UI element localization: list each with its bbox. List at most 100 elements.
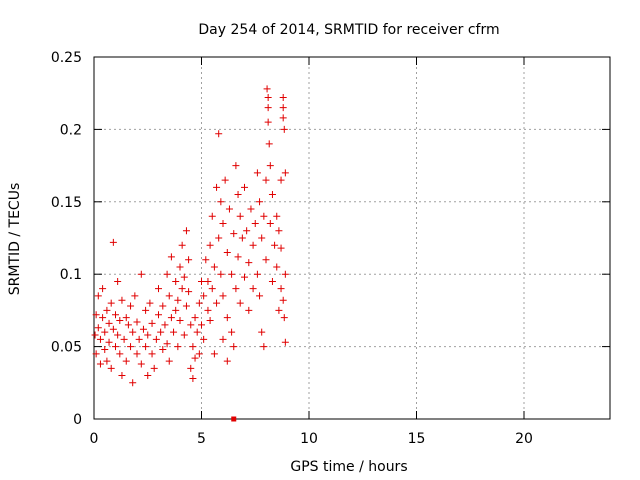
data-point	[172, 277, 180, 285]
data-point	[275, 306, 283, 314]
data-point	[273, 263, 281, 271]
data-point	[234, 191, 242, 199]
data-point	[228, 328, 236, 336]
data-point	[105, 338, 113, 346]
data-point	[247, 205, 255, 213]
data-point	[137, 360, 145, 368]
data-point	[236, 299, 244, 307]
data-point	[155, 285, 162, 293]
data-point	[167, 253, 175, 261]
data-point	[178, 285, 186, 293]
data-point	[187, 321, 195, 329]
data-point	[124, 321, 132, 329]
data-point	[204, 306, 212, 314]
data-point	[281, 270, 289, 278]
data-point	[206, 317, 214, 325]
data-point	[219, 335, 227, 343]
data-point	[176, 263, 184, 271]
data-point	[232, 162, 240, 170]
data-point	[187, 364, 195, 372]
data-point	[103, 306, 111, 314]
data-point	[195, 350, 203, 358]
data-point	[208, 212, 216, 220]
data-point	[264, 104, 272, 112]
data-point	[234, 253, 242, 261]
data-point	[114, 331, 122, 339]
data-point	[198, 321, 205, 329]
data-point	[230, 230, 238, 238]
data-point	[174, 296, 182, 304]
data-point	[122, 314, 130, 322]
data-point	[112, 311, 119, 319]
data-point	[165, 357, 173, 365]
data-point	[195, 299, 203, 307]
data-point	[275, 227, 283, 235]
data-point	[127, 343, 135, 351]
data-point	[206, 241, 214, 249]
y-tick-label: 0.1	[60, 267, 82, 283]
data-point	[256, 292, 264, 300]
data-point	[182, 227, 190, 235]
data-point	[174, 343, 182, 351]
y-tick-label: 0.05	[51, 340, 82, 356]
data-point	[266, 220, 274, 228]
data-point	[135, 335, 143, 343]
x-tick-label: 10	[300, 431, 318, 447]
data-point	[92, 350, 100, 358]
data-point	[122, 357, 130, 365]
data-point	[280, 314, 288, 322]
data-point	[172, 306, 180, 314]
data-point	[118, 296, 126, 304]
data-point	[107, 364, 115, 372]
data-point	[200, 335, 208, 343]
x-tick-label: 0	[90, 431, 99, 447]
data-point	[96, 335, 104, 343]
y-tick-label: 0.15	[51, 195, 82, 211]
data-point	[157, 328, 165, 336]
data-point	[114, 277, 122, 285]
data-point	[249, 241, 257, 249]
data-point	[268, 277, 276, 285]
data-point	[217, 270, 225, 278]
data-point	[96, 360, 104, 368]
data-point	[198, 277, 205, 285]
data-point	[238, 234, 246, 242]
data-point	[241, 183, 248, 191]
data-point	[99, 314, 107, 322]
chart-title: Day 254 of 2014, SRMTID for receiver cfr…	[198, 22, 499, 38]
data-point	[258, 328, 266, 336]
data-point	[178, 241, 186, 249]
data-point	[253, 169, 261, 177]
data-point	[109, 238, 117, 246]
data-point	[105, 319, 113, 327]
data-point	[185, 256, 193, 264]
data-point	[249, 285, 257, 293]
data-point	[258, 234, 266, 242]
data-point	[182, 302, 190, 310]
data-point	[273, 212, 281, 220]
data-point	[103, 357, 111, 365]
data-point	[101, 345, 109, 353]
data-point	[109, 325, 117, 333]
data-point	[230, 343, 238, 351]
plot-frame	[93, 56, 611, 420]
data-point	[170, 328, 178, 336]
data-point	[150, 364, 158, 372]
axis-ticks	[93, 56, 610, 420]
data-point	[279, 104, 287, 112]
y-tick-label: 0.2	[60, 122, 82, 138]
data-point	[281, 338, 289, 346]
zero-marker	[231, 416, 237, 422]
data-point	[163, 270, 171, 278]
y-tick-label: 0.25	[51, 50, 82, 66]
data-point	[260, 212, 268, 220]
data-point	[223, 357, 231, 365]
data-point	[225, 205, 233, 213]
data-point	[256, 198, 264, 206]
data-point	[191, 354, 199, 362]
data-point	[116, 350, 124, 358]
data-point	[189, 343, 197, 351]
data-point	[142, 343, 150, 351]
data-point	[94, 292, 102, 300]
